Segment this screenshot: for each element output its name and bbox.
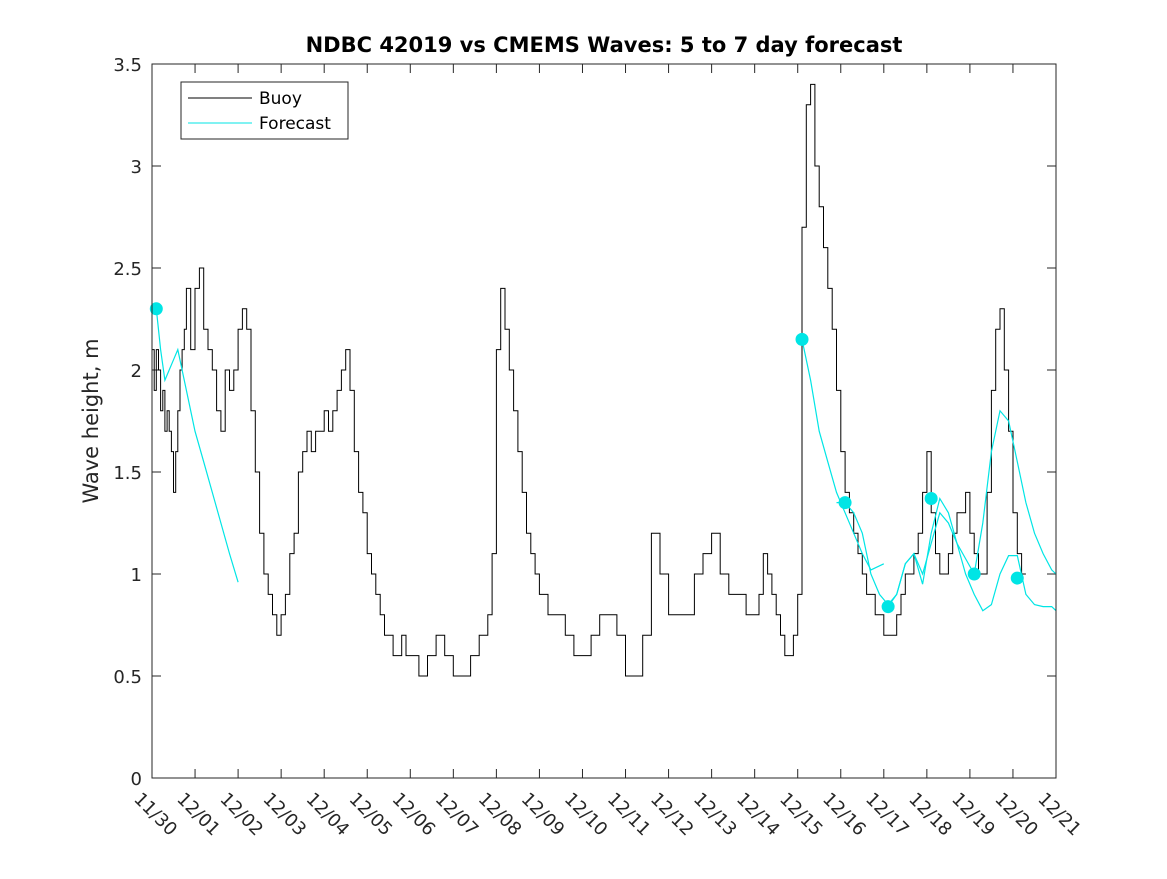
y-tick-label: 2.5 [113,259,142,280]
forecast-marker [1010,571,1024,585]
series-layer [149,83,1057,677]
axis-ticks [151,63,1057,779]
legend-forecast-label: Forecast [259,114,331,134]
forecast-series-line [887,496,1057,612]
y-tick-label: 3.5 [113,55,142,76]
chart-title: NDBC 42019 vs CMEMS Waves: 5 to 7 day fo… [306,33,903,57]
forecast-series-line [155,308,239,583]
legend: Buoy Forecast [180,81,349,140]
forecast-marker [149,302,163,316]
y-tick-label: 1.5 [113,463,142,484]
y-tick-label: 2 [131,361,142,382]
forecast-series-line [836,409,1057,606]
y-tick-labels: 0 0.5 1 1.5 2 2.5 3 3.5 [113,55,142,790]
y-tick-label: 1 [131,565,142,586]
y-tick-label: 0.5 [113,667,142,688]
y-tick-label: 3 [131,157,142,178]
legend-buoy-label: Buoy [259,89,302,109]
y-tick-label: 0 [131,769,142,790]
forecast-marker [924,492,938,506]
buoy-series-line [152,83,1026,677]
axes-box [151,63,1057,779]
forecast-marker [967,567,981,581]
forecast-marker [881,600,895,614]
plot-area [152,64,1056,778]
forecast-marker [838,496,852,510]
y-axis-label: Wave height, m [79,338,103,503]
forecast-marker [795,332,809,346]
legend-box [180,81,349,140]
